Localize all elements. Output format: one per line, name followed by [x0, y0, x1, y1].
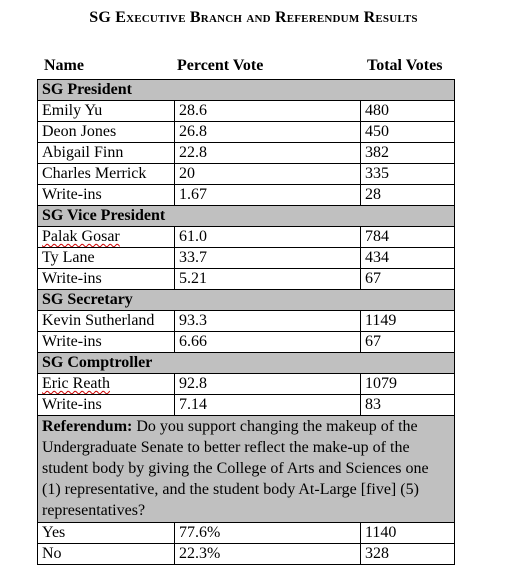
table-row: Write-ins 7.14 83 [37, 394, 456, 416]
section-row-president: SG President [36, 79, 456, 101]
column-header-total: Total Votes [367, 57, 443, 74]
column-header-name: Name [44, 57, 84, 74]
percent-vote: 26.8 [174, 121, 361, 143]
total-votes: 28 [359, 184, 456, 206]
table-row: Write-ins 1.67 28 [37, 184, 456, 206]
candidate-name: Write-ins [37, 268, 175, 290]
table-row: Ty Lane 33.7 434 [37, 247, 456, 269]
referendum-row: Referendum: Do you support changing the … [36, 415, 456, 523]
table-row: Kevin Sutherland 93.3 1149 [37, 310, 456, 332]
percent-vote: 20 [174, 163, 361, 185]
column-header-percent: Percent Vote [177, 57, 264, 74]
table-row: Write-ins 5.21 67 [37, 268, 456, 290]
percent-vote: 61.0 [174, 226, 361, 248]
percent-vote: 22.8 [174, 142, 361, 164]
percent-vote: 93.3 [174, 310, 361, 332]
section-row-comptroller: SG Comptroller [36, 352, 456, 374]
percent-vote: 7.14 [174, 394, 361, 416]
candidate-name: Ty Lane [37, 247, 175, 269]
candidate-name: Kevin Sutherland [37, 310, 175, 332]
candidate-name: Deon Jones [37, 121, 175, 143]
total-votes: 328 [359, 543, 456, 565]
referendum-label: Referendum: [42, 418, 133, 435]
section-heading: SG Comptroller [36, 352, 456, 374]
total-votes: 1079 [359, 373, 456, 395]
candidate-name: Write-ins [37, 184, 175, 206]
table-row: Charles Merrick 20 335 [37, 163, 456, 185]
total-votes: 335 [359, 163, 456, 185]
section-heading: SG President [36, 79, 456, 101]
total-votes: 382 [359, 142, 456, 164]
candidate-name-text: Eric Reath [42, 375, 110, 392]
section-row-secretary: SG Secretary [36, 289, 456, 311]
total-votes: 784 [359, 226, 456, 248]
table-row: Yes 77.6% 1140 [37, 522, 456, 544]
candidate-name: Charles Merrick [37, 163, 175, 185]
candidate-name: Emily Yu [37, 100, 175, 122]
section-row-vice-president: SG Vice President [36, 205, 456, 227]
percent-vote: 1.67 [174, 184, 361, 206]
results-table: SG President Emily Yu 28.6 480 Deon Jone… [36, 79, 456, 565]
total-votes: 1149 [359, 310, 456, 332]
percent-vote: 5.21 [174, 268, 361, 290]
total-votes: 67 [359, 331, 456, 353]
referendum-option: No [37, 543, 175, 565]
table-row: No 22.3% 328 [37, 543, 456, 565]
candidate-name-text: Palak Gosar [42, 228, 120, 245]
table-row: Eric Reath 92.8 1079 [37, 373, 456, 395]
referendum-question-cell: Referendum: Do you support changing the … [36, 415, 456, 523]
candidate-name: Eric Reath [37, 373, 175, 395]
table-row: Emily Yu 28.6 480 [37, 100, 456, 122]
percent-vote: 6.66 [174, 331, 361, 353]
table-row: Deon Jones 26.8 450 [37, 121, 456, 143]
referendum-option: Yes [37, 522, 175, 544]
candidate-name: Palak Gosar [37, 226, 175, 248]
percent-vote: 22.3% [174, 543, 361, 565]
total-votes: 1140 [359, 522, 456, 544]
total-votes: 67 [359, 268, 456, 290]
percent-vote: 33.7 [174, 247, 361, 269]
table-row: Palak Gosar 61.0 784 [37, 226, 456, 248]
total-votes: 83 [359, 394, 456, 416]
candidate-name: Write-ins [37, 394, 175, 416]
referendum-question: Do you support changing the makeup of th… [42, 418, 429, 519]
candidate-name: Abigail Finn [37, 142, 175, 164]
percent-vote: 77.6% [174, 522, 361, 544]
total-votes: 480 [359, 100, 456, 122]
document-title: SG Executive Branch and Referendum Resul… [89, 9, 418, 26]
percent-vote: 92.8 [174, 373, 361, 395]
table-row: Abigail Finn 22.8 382 [37, 142, 456, 164]
table-row: Write-ins 6.66 67 [37, 331, 456, 353]
total-votes: 450 [359, 121, 456, 143]
percent-vote: 28.6 [174, 100, 361, 122]
section-heading: SG Secretary [36, 289, 456, 311]
total-votes: 434 [359, 247, 456, 269]
candidate-name: Write-ins [37, 331, 175, 353]
section-heading: SG Vice President [36, 205, 456, 227]
